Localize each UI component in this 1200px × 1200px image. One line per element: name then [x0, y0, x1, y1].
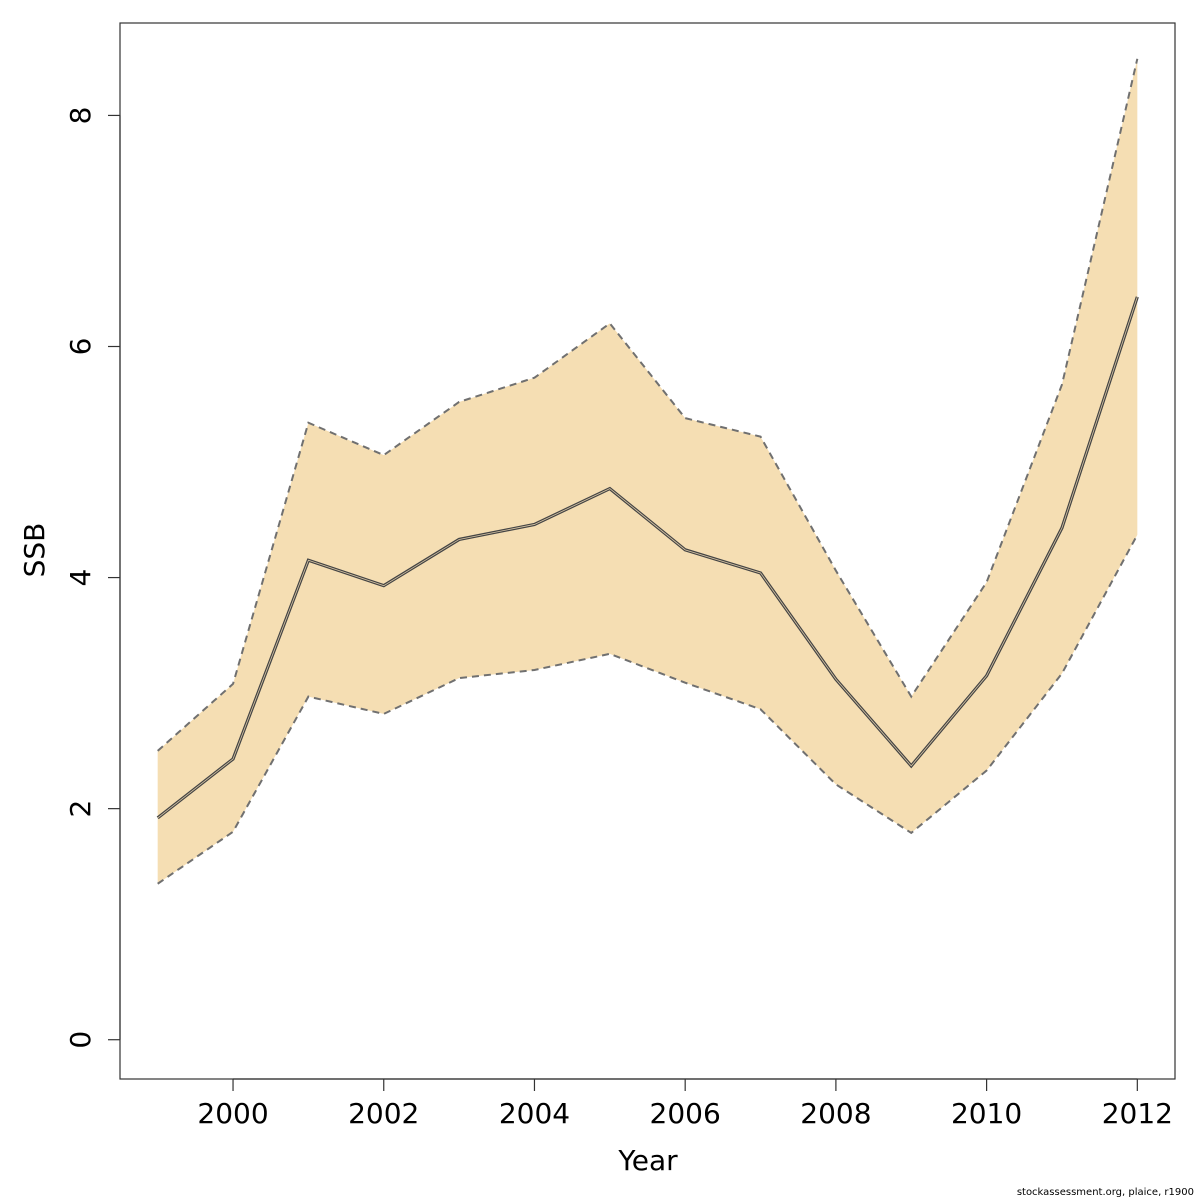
series-line-layer — [156, 58, 1139, 885]
confidence-band-layer — [157, 58, 1138, 884]
ssb-estimate-line-highlight — [157, 296, 1138, 819]
y-tick-label: 6 — [64, 338, 97, 356]
x-tick-label: 2010 — [951, 1097, 1022, 1130]
lower-bound-line — [157, 534, 1139, 885]
x-tick-label: 2012 — [1102, 1097, 1173, 1130]
confidence-band — [157, 58, 1138, 884]
x-axis-title: Year — [617, 1144, 678, 1177]
y-tick-label: 8 — [64, 107, 97, 125]
y-tick-label: 2 — [64, 800, 97, 818]
x-tick-label: 2008 — [800, 1097, 871, 1130]
x-tick-label: 2000 — [197, 1097, 268, 1130]
y-tick-label: 4 — [64, 569, 97, 587]
source-footnote: stockassessment.org, plaice, r1900 — [1016, 1187, 1194, 1198]
x-tick-label: 2002 — [348, 1097, 419, 1130]
y-axis: 0 2 4 6 8 — [64, 107, 121, 1049]
y-axis-title: SSB — [18, 523, 51, 578]
x-axis: 2000 2002 2004 2006 2008 2010 2012 — [197, 1078, 1173, 1130]
x-tick-label: 2006 — [650, 1097, 721, 1130]
y-tick-label: 0 — [64, 1031, 97, 1049]
x-tick-label: 2004 — [499, 1097, 570, 1130]
upper-bound-line — [157, 58, 1139, 752]
